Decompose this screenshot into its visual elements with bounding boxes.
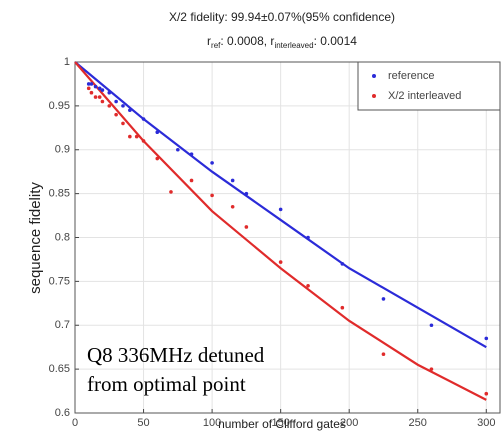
plot-frame [74, 61, 501, 414]
subtitle-part: r [207, 34, 211, 48]
subtitle-part: ref [211, 41, 221, 50]
legend-label: reference [388, 70, 434, 82]
chart-title: X/2 fidelity: 99.94±0.07%(95% confidence… [169, 10, 395, 24]
data-point [97, 95, 102, 99]
y-tick-label: 0.7 [55, 319, 70, 331]
y-tick-label: 0.8 [55, 231, 70, 243]
data-point [278, 207, 283, 212]
subtitle-part: : 0.0014 [314, 34, 358, 48]
legend-label: X/2 interleaved [388, 90, 461, 102]
data-point [86, 82, 91, 86]
data-point [93, 84, 98, 89]
data-point [340, 305, 345, 310]
legend-box [357, 61, 501, 111]
x-tick-label: 250 [409, 417, 427, 429]
data-point [121, 104, 125, 108]
x-tick-label: 150 [271, 417, 289, 429]
annotation: Q8 336MHz detuned [87, 343, 265, 367]
y-tick-label: 0.75 [49, 275, 70, 287]
data-point [230, 204, 235, 209]
data-point [114, 99, 118, 104]
annotation: from optimal point [87, 372, 246, 396]
y-tick-label: 0.65 [49, 363, 70, 375]
data-point [176, 147, 180, 152]
data-point [189, 152, 194, 156]
x-tick-label: 50 [137, 417, 149, 429]
data-point [244, 225, 249, 229]
data-point [230, 178, 235, 183]
data-point [107, 90, 112, 95]
data-point [429, 367, 434, 371]
data-point [100, 99, 105, 104]
y-tick-label: 1 [64, 56, 70, 68]
data-point [128, 134, 132, 139]
data-point [429, 323, 434, 328]
data-point [484, 336, 489, 341]
legend-marker [372, 74, 376, 78]
data-point [97, 86, 102, 91]
data-point [128, 108, 132, 113]
data-point [134, 134, 139, 139]
data-point [306, 283, 310, 288]
data-point [244, 191, 249, 196]
data-point [141, 117, 146, 121]
subtitle-part: interleaved [274, 41, 313, 50]
data-point [278, 260, 283, 264]
data-point [107, 104, 112, 108]
y-tick-label: 0.85 [49, 188, 70, 200]
y-tick-label: 0.95 [49, 100, 70, 112]
data-point [93, 95, 98, 99]
x-tick-label: 100 [203, 417, 221, 429]
data-point [210, 161, 214, 165]
data-point [381, 297, 386, 301]
data-point [169, 190, 173, 194]
data-point [121, 121, 125, 126]
data-point [381, 352, 386, 357]
data-point [306, 235, 310, 240]
data-point [189, 178, 194, 183]
chart-subtitle: rref: 0.0008, rinterleaved: 0.0014 [207, 34, 357, 50]
data-point [210, 193, 214, 198]
y-tick-label: 0.6 [55, 407, 70, 419]
x-axis-label: number of Clifford gates [218, 417, 346, 431]
data-point [484, 391, 489, 396]
x-tick-label: 300 [477, 417, 495, 429]
data-point [114, 112, 118, 117]
data-point [141, 139, 146, 143]
x-tick-label: 0 [72, 417, 78, 429]
subtitle-part: : 0.0008, r [220, 34, 274, 48]
data-point [155, 156, 160, 161]
legend-marker [372, 94, 376, 98]
data-point [100, 88, 105, 92]
y-axis-label: sequence fidelity [27, 182, 44, 294]
data-point [155, 130, 160, 134]
data-point [340, 262, 345, 266]
data-point [89, 90, 94, 95]
x-tick-label: 200 [340, 417, 358, 429]
data-point [86, 86, 91, 91]
y-tick-label: 0.9 [55, 144, 70, 156]
data-point [89, 82, 94, 86]
